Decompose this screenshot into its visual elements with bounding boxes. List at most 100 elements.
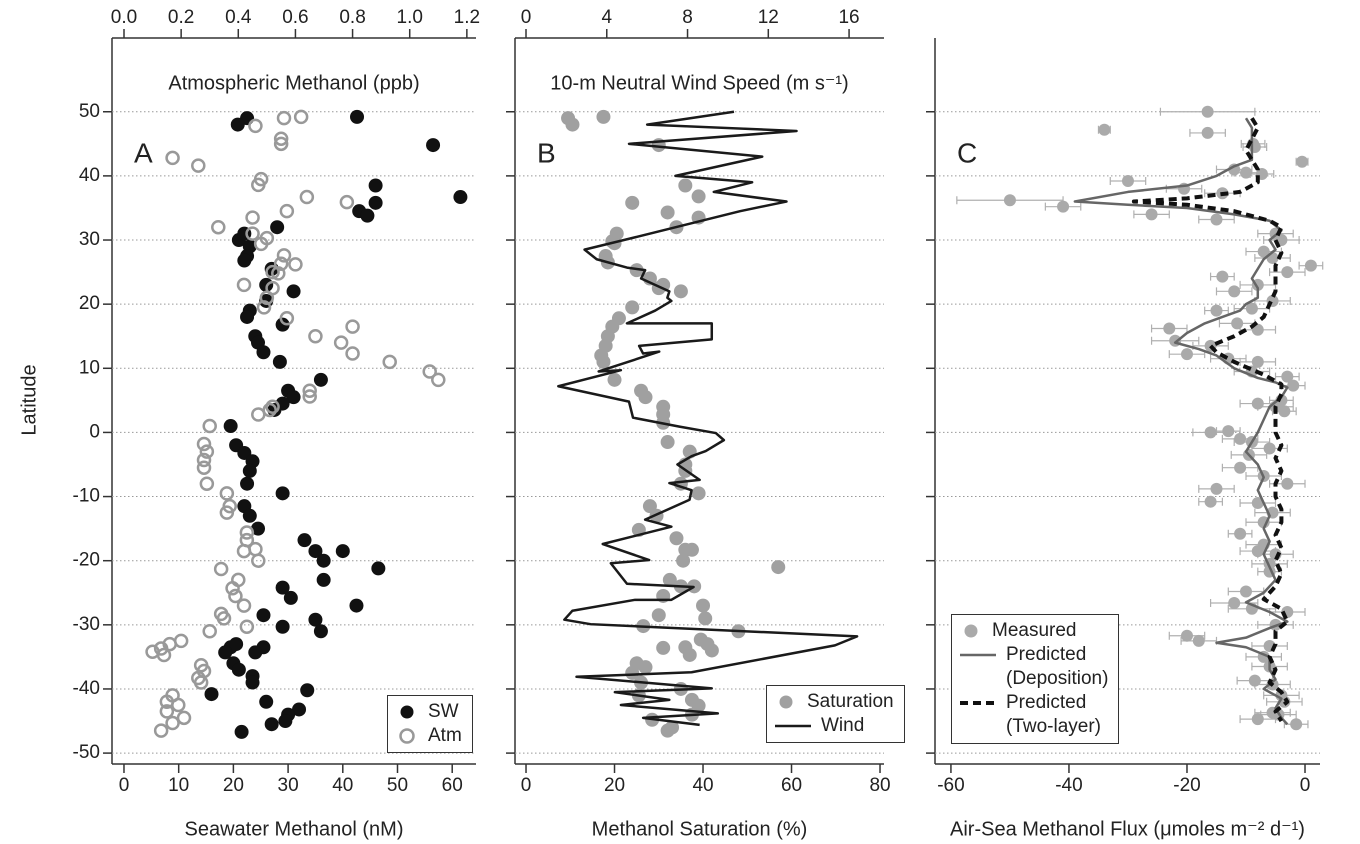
data-point	[662, 572, 677, 587]
data-point	[345, 346, 360, 361]
data-point	[275, 619, 290, 634]
data-point	[264, 717, 279, 732]
data-point	[339, 194, 355, 210]
data-point	[698, 611, 713, 626]
data-point	[368, 178, 383, 193]
data-point	[199, 444, 215, 459]
data-point	[239, 619, 255, 635]
legend: SW Atm	[387, 695, 473, 753]
data-point	[216, 611, 232, 626]
data-point	[684, 542, 699, 557]
data-point	[279, 203, 295, 219]
data-point	[349, 598, 364, 613]
data-point	[1290, 718, 1303, 731]
data-point	[256, 608, 271, 623]
data-point	[300, 683, 315, 698]
data-point	[211, 219, 226, 235]
data-point	[1278, 405, 1291, 418]
x-tick-label: -20	[1173, 775, 1200, 796]
data-point	[1201, 105, 1214, 118]
y-tick-label: 0	[89, 421, 100, 442]
data-point	[273, 256, 289, 272]
x-tick-label: 60	[781, 775, 802, 796]
data-point	[259, 694, 274, 709]
data-point	[265, 264, 280, 280]
data-point	[230, 117, 245, 132]
data-point	[1204, 495, 1217, 508]
data-point	[176, 710, 192, 726]
data-point	[191, 158, 206, 173]
y-tick-label: 40	[79, 165, 100, 186]
data-point	[288, 257, 303, 272]
y-tick-label: 30	[79, 229, 100, 250]
data-point	[196, 436, 212, 452]
data-point	[1296, 155, 1309, 168]
data-point	[270, 220, 285, 235]
data-point	[660, 723, 675, 738]
data-point	[453, 190, 468, 205]
y-tick-label: -40	[73, 678, 100, 699]
data-point	[1245, 302, 1258, 315]
legend-symbol	[399, 728, 415, 744]
data-point	[1281, 370, 1294, 383]
data-point	[251, 177, 266, 193]
legend-entry: SW	[394, 700, 462, 724]
data-point	[676, 553, 691, 568]
y-axis-title: Latitude	[18, 364, 40, 435]
data-point	[145, 644, 160, 660]
data-point	[1145, 208, 1158, 221]
data-point	[256, 300, 272, 315]
data-point	[678, 178, 693, 193]
y-tick-label: -10	[73, 486, 100, 507]
x-tick-label: 0	[521, 775, 532, 796]
data-point	[292, 702, 307, 717]
data-point	[202, 623, 217, 639]
data-point	[368, 195, 383, 210]
data-point	[199, 476, 215, 491]
data-point	[293, 109, 309, 125]
data-point	[771, 560, 786, 575]
data-point	[171, 697, 186, 713]
data-point	[1234, 461, 1247, 474]
x-tick-label: 0	[1300, 775, 1311, 796]
data-point	[165, 715, 180, 731]
legend-entry: Measured	[958, 619, 1108, 643]
x-tick-label: -40	[1055, 775, 1082, 796]
data-point	[1231, 317, 1244, 330]
x2-axis-title: Atmospheric Methanol (ppb)	[168, 72, 419, 94]
legend-entry: Wind	[773, 714, 894, 738]
data-point	[1251, 397, 1264, 410]
data-point	[333, 335, 349, 350]
y-tick-label: -30	[73, 614, 100, 635]
data-point	[1281, 266, 1294, 279]
data-point	[272, 354, 287, 369]
data-point	[228, 588, 243, 604]
data-point	[242, 508, 257, 523]
data-point	[350, 109, 365, 124]
legend-entry: Predicted (Two-layer)	[958, 691, 1108, 739]
data-point	[1216, 270, 1229, 283]
x-tick-label: 60	[442, 775, 463, 796]
legend-marker	[399, 728, 415, 744]
y-tick-label: 20	[79, 293, 100, 314]
data-point	[1234, 432, 1247, 445]
data-point	[173, 633, 189, 649]
data-point	[1210, 213, 1223, 226]
x-tick-label: -60	[937, 775, 964, 796]
data-point	[345, 319, 360, 334]
legend: Saturation Wind	[766, 685, 905, 743]
data-point	[275, 580, 290, 595]
data-point	[219, 486, 235, 501]
series-line	[1073, 117, 1289, 726]
data-point	[691, 486, 706, 501]
data-point	[625, 195, 640, 210]
data-point	[245, 226, 260, 241]
data-point	[431, 372, 446, 388]
data-point	[273, 131, 289, 146]
data-point	[193, 675, 209, 690]
data-point	[251, 521, 266, 536]
data-point	[256, 345, 271, 360]
data-point	[1057, 200, 1070, 213]
data-point	[204, 687, 219, 702]
data-point	[1248, 674, 1261, 687]
